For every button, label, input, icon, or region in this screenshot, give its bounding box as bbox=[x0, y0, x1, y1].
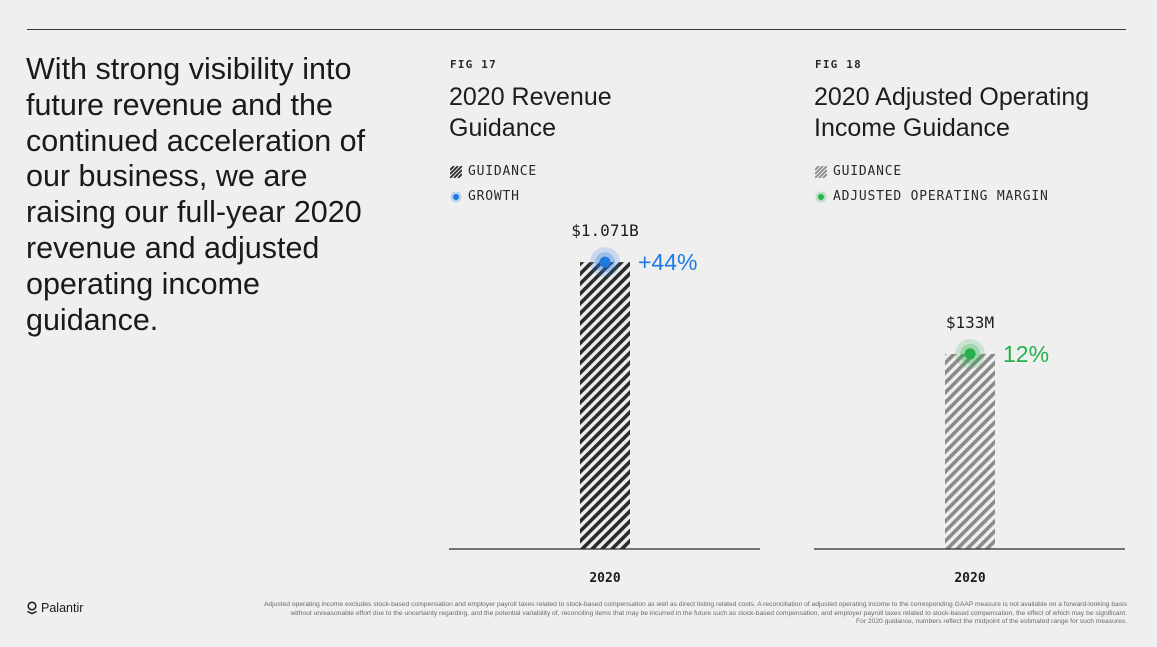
legend-item-guidance: GUIDANCE bbox=[815, 159, 1049, 184]
legend-label: GROWTH bbox=[468, 189, 520, 204]
fig-title: 2020 Adjusted Operating Income Guidance bbox=[814, 82, 1134, 144]
hatch-light-icon bbox=[815, 165, 827, 178]
bar-2020 bbox=[945, 353, 995, 549]
growth-marker bbox=[599, 256, 611, 268]
legend-item-growth: GROWTH bbox=[450, 184, 537, 209]
footnote-line1: Adjusted operating income excludes stock… bbox=[263, 601, 1127, 608]
palantir-logo-icon bbox=[27, 601, 37, 615]
margin-marker bbox=[964, 348, 976, 360]
legend-label: GUIDANCE bbox=[468, 164, 538, 179]
hatch-dark-icon bbox=[450, 165, 462, 178]
top-divider bbox=[27, 29, 1126, 30]
headline: With strong visibility into future reven… bbox=[26, 52, 366, 337]
blue-dot-icon bbox=[450, 191, 462, 202]
growth-label: +44% bbox=[638, 249, 697, 275]
footnote: Adjusted operating income excludes stock… bbox=[117, 601, 1127, 627]
fig-title-line2: Guidance bbox=[449, 114, 557, 142]
green-dot-icon bbox=[815, 191, 827, 202]
fig-title-line1: 2020 Revenue bbox=[449, 83, 612, 111]
margin-label: 12% bbox=[1003, 341, 1049, 367]
bar-2020 bbox=[580, 262, 630, 549]
legend-item-operating-margin: ADJUSTED OPERATING MARGIN bbox=[815, 184, 1049, 209]
fig-label: FIG 17 bbox=[450, 58, 497, 71]
x-tick-label: 2020 bbox=[589, 571, 620, 586]
legend: GUIDANCE GROWTH bbox=[450, 159, 537, 209]
fig-title-line2: Income Guidance bbox=[814, 114, 1010, 142]
legend-label: GUIDANCE bbox=[833, 164, 903, 179]
footnote-line3: For 2020 guidance, numbers reflect the m… bbox=[856, 618, 1127, 625]
fig-title: 2020 Revenue Guidance bbox=[449, 82, 769, 144]
x-tick-label: 2020 bbox=[954, 571, 985, 586]
footnote-line2: without unreasonable effort due to the u… bbox=[290, 609, 1127, 617]
revenue-chart: $1.071B +44% 2020 bbox=[449, 221, 760, 586]
legend-item-guidance: GUIDANCE bbox=[450, 159, 537, 184]
bar-value-label: $1.071B bbox=[571, 221, 638, 240]
bar-value-label: $133M bbox=[946, 313, 994, 332]
figure-revenue-guidance: FIG 17 2020 Revenue Guidance GUIDANCE GR… bbox=[449, 56, 761, 596]
logo-text: Palantir bbox=[41, 601, 84, 615]
legend: GUIDANCE ADJUSTED OPERATING MARGIN bbox=[815, 159, 1049, 209]
figure-operating-income-guidance: FIG 18 2020 Adjusted Operating Income Gu… bbox=[814, 56, 1126, 596]
operating-income-chart: $133M 12% 2020 bbox=[814, 313, 1125, 586]
palantir-logo: Palantir bbox=[26, 601, 83, 615]
fig-label: FIG 18 bbox=[815, 58, 862, 71]
legend-label: ADJUSTED OPERATING MARGIN bbox=[833, 189, 1049, 204]
fig-title-line1: 2020 Adjusted Operating bbox=[814, 83, 1090, 111]
